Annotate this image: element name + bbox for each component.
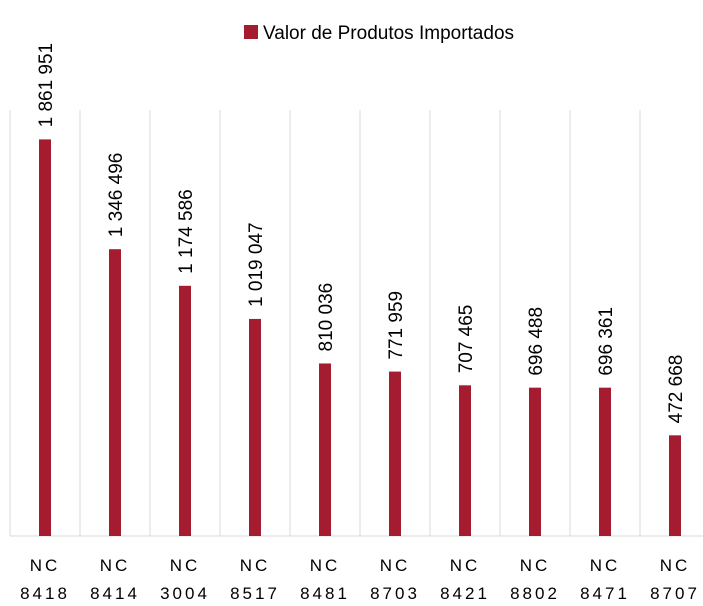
bar (179, 285, 191, 536)
data-label: 771 959 (386, 291, 407, 360)
x-tick-label: NC 8471 (580, 556, 630, 603)
x-tick-label: NC 8707 (650, 556, 700, 603)
bar (109, 249, 121, 536)
data-label: 707 465 (456, 305, 477, 374)
x-tick-label: NC 8414 (90, 556, 140, 603)
legend-swatch (244, 25, 258, 39)
x-tick-label: NC 8421 (440, 556, 490, 603)
bar (599, 387, 611, 536)
bar (249, 318, 261, 536)
x-tick-label: NC 3004 (160, 556, 210, 603)
bar (669, 435, 681, 536)
bar (389, 371, 401, 536)
data-label: 1 019 047 (246, 222, 267, 307)
bar (319, 363, 331, 536)
bar (39, 139, 51, 537)
x-tick-label: NC 8703 (370, 556, 420, 603)
x-tick-label: NC 8481 (300, 556, 350, 603)
data-label: 696 361 (596, 307, 617, 376)
bar (529, 387, 541, 536)
bar (459, 385, 471, 536)
legend-label: Valor de Produtos Importados (263, 23, 514, 44)
data-label: 1 174 586 (176, 189, 197, 274)
data-label: 696 488 (526, 307, 547, 376)
data-label: 1 346 496 (106, 153, 127, 238)
data-label: 472 668 (666, 355, 687, 424)
x-tick-label: NC 8418 (20, 556, 70, 603)
x-tick-label: NC 8517 (230, 556, 280, 603)
data-label: 810 036 (316, 283, 337, 352)
x-tick-label: NC 8802 (510, 556, 560, 603)
data-label: 1 861 951 (36, 43, 57, 128)
